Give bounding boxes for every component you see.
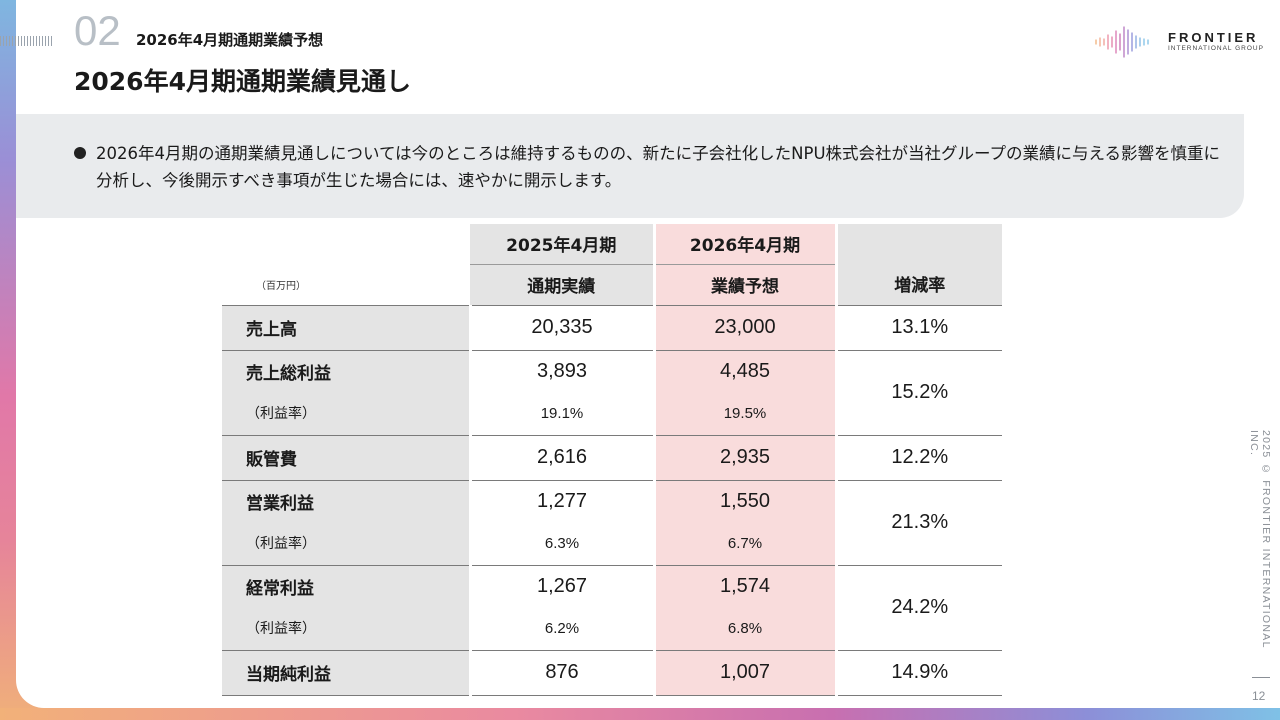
footer-divider bbox=[1252, 677, 1270, 678]
change-rate: 21.3% bbox=[836, 480, 1002, 566]
row-label: 営業利益 bbox=[222, 480, 472, 522]
header-forecast: 業績予想 bbox=[654, 264, 838, 305]
row-label: 売上高 bbox=[222, 304, 472, 351]
change-rate: 14.9% bbox=[836, 650, 1002, 696]
row-label: 当期純利益 bbox=[222, 650, 472, 696]
logo-subtitle: INTERNATIONAL GROUP bbox=[1168, 45, 1264, 52]
unit-label: （百万円） bbox=[256, 280, 306, 292]
value-2025: 1,267 bbox=[470, 565, 656, 607]
value-2025: 2,616 bbox=[470, 435, 656, 481]
value-2025: 876 bbox=[470, 650, 656, 696]
header-actual: 通期実績 bbox=[470, 264, 656, 305]
margin-label: （利益率） bbox=[222, 522, 472, 566]
table-row: 営業利益 1,277 1,550 21.3% bbox=[222, 480, 1002, 566]
value-2026: 23,000 bbox=[654, 304, 838, 351]
tick-decoration bbox=[0, 36, 52, 46]
change-rate: 12.2% bbox=[836, 435, 1002, 481]
value-2026: 1,550 bbox=[654, 480, 838, 522]
header-fy2025: 2025年4月期 bbox=[470, 224, 656, 265]
section-number: 02 bbox=[74, 7, 121, 54]
row-label: 売上総利益 bbox=[222, 350, 472, 392]
table-subrow: （利益率） 6.3% 6.7% bbox=[222, 522, 1002, 566]
table-row: 販管費 2,616 2,935 12.2% bbox=[222, 435, 1002, 481]
copyright-text: 2025 © FRONTIER INTERNATIONAL INC. bbox=[1248, 430, 1272, 649]
notice-text: 2026年4月期の通期業績見通しについては今のところは維持するものの、新たに子会… bbox=[96, 144, 1221, 190]
bottom-gradient-strip bbox=[0, 708, 1280, 720]
table-subrow: （利益率） 19.1% 19.5% bbox=[222, 392, 1002, 436]
margin-2025: 6.2% bbox=[470, 607, 656, 651]
company-logo: FRONTIER INTERNATIONAL GROUP bbox=[1094, 24, 1264, 60]
margin-2025: 19.1% bbox=[470, 392, 656, 436]
change-rate: 15.2% bbox=[836, 350, 1002, 436]
row-label: 経常利益 bbox=[222, 565, 472, 607]
header-fy2026: 2026年4月期 bbox=[654, 224, 838, 265]
page-number: 12 bbox=[1252, 689, 1266, 703]
value-2025: 20,335 bbox=[470, 304, 656, 351]
margin-label: （利益率） bbox=[222, 392, 472, 436]
logo-wordmark: FRONTIER bbox=[1168, 30, 1259, 45]
margin-2026: 6.7% bbox=[654, 522, 838, 566]
margin-2026: 19.5% bbox=[654, 392, 838, 436]
bullet-icon bbox=[74, 147, 86, 159]
margin-2026: 6.8% bbox=[654, 607, 838, 651]
value-2026: 1,007 bbox=[654, 650, 838, 696]
value-2026: 2,935 bbox=[654, 435, 838, 481]
margin-2025: 6.3% bbox=[470, 522, 656, 566]
header-change-rate: 増減率 bbox=[836, 224, 1002, 305]
waveform-logo-icon bbox=[1095, 26, 1149, 58]
value-2025: 1,277 bbox=[470, 480, 656, 522]
table-row: 当期純利益 876 1,007 14.9% bbox=[222, 650, 1002, 696]
value-2026: 1,574 bbox=[654, 565, 838, 607]
table-row: 経常利益 1,267 1,574 24.2% bbox=[222, 565, 1002, 651]
margin-label: （利益率） bbox=[222, 607, 472, 651]
page-title: 2026年4月期通期業績見通し bbox=[74, 67, 411, 96]
notice-box: 2026年4月期の通期業績見通しについては今のところは維持するものの、新たに子会… bbox=[16, 114, 1244, 218]
change-rate: 13.1% bbox=[836, 304, 1002, 351]
financial-forecast-table: （百万円） 2025年4月期 2026年4月期 増減率 通期実績 業績予想 売上… bbox=[222, 224, 1002, 696]
row-label: 販管費 bbox=[222, 435, 472, 481]
value-2025: 3,893 bbox=[470, 350, 656, 392]
value-2026: 4,485 bbox=[654, 350, 838, 392]
change-rate: 24.2% bbox=[836, 565, 1002, 651]
table-row: 売上総利益 3,893 4,485 15.2% bbox=[222, 350, 1002, 436]
table-subrow: （利益率） 6.2% 6.8% bbox=[222, 607, 1002, 651]
table-row: 売上高 20,335 23,000 13.1% bbox=[222, 304, 1002, 351]
section-title: 2026年4月期通期業績予想 bbox=[136, 31, 324, 49]
